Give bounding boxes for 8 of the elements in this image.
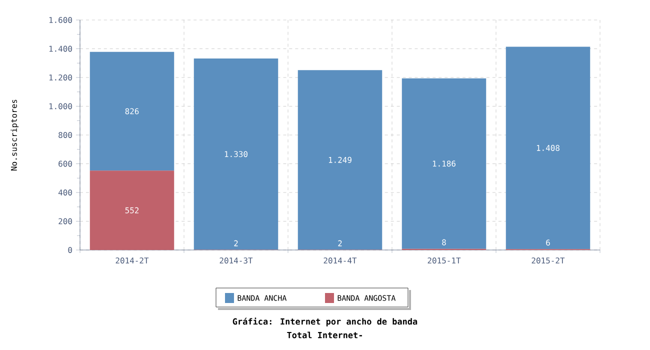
text: Gráfica: Internet por ancho de banda bbox=[232, 318, 418, 326]
bar bbox=[90, 170, 174, 250]
bar bbox=[90, 52, 174, 171]
bar bbox=[298, 70, 382, 250]
bar bbox=[194, 58, 278, 250]
bar bbox=[506, 46, 590, 250]
text: Total Internet- bbox=[287, 332, 362, 338]
bar bbox=[402, 78, 486, 249]
